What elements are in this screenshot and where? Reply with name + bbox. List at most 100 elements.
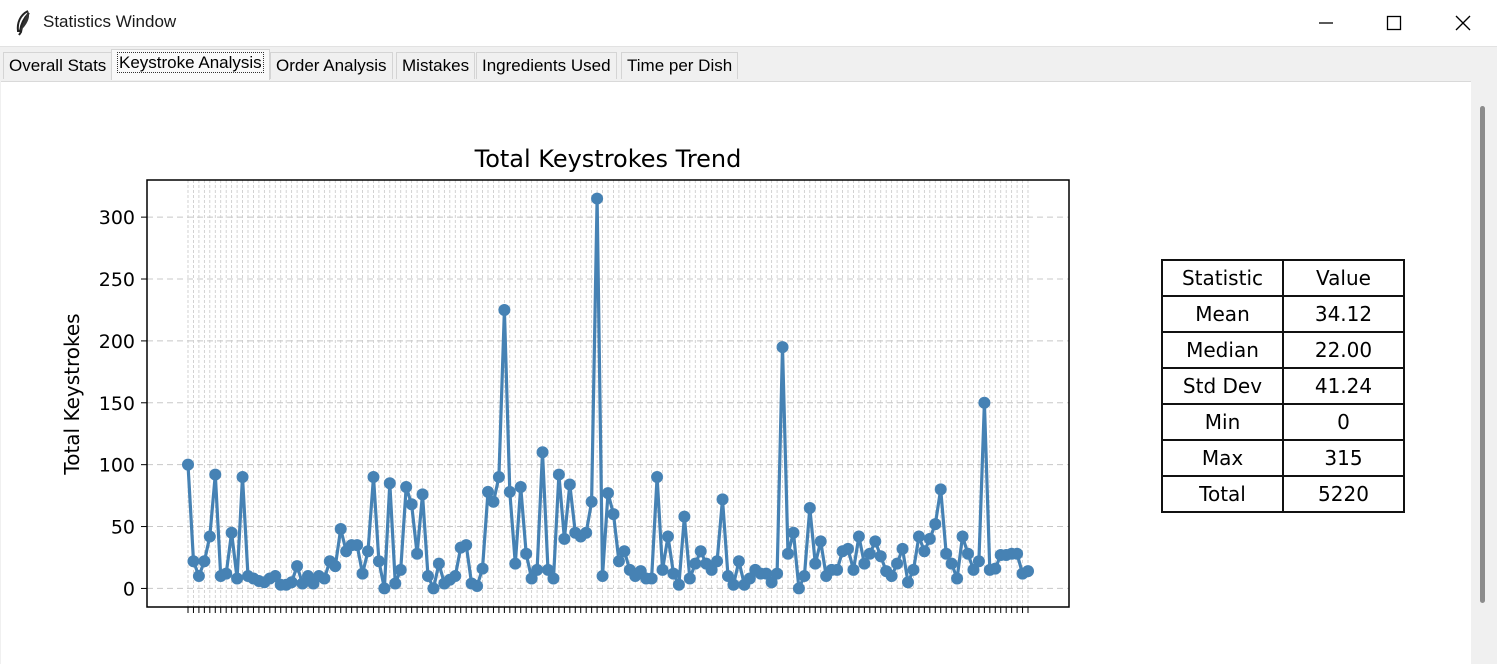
data-point [449,570,462,583]
data-point [765,576,778,589]
data-point [869,535,882,548]
data-point [929,518,942,531]
data-point [1022,565,1034,578]
data-point [962,547,974,560]
data-point [923,532,936,545]
tab-bar: Overall Stats Keystroke Analysis Order A… [0,47,1497,81]
scrollbar-thumb[interactable] [1480,106,1485,603]
data-point [498,303,511,316]
stat-value: 22.00 [1282,331,1405,369]
data-point [978,396,991,409]
data-point [203,530,216,543]
data-point [896,542,909,555]
data-point [192,570,205,583]
data-point [367,471,380,484]
data-point [662,530,674,543]
stat-value: 41.24 [1282,367,1405,405]
table-row: Max 315 [1161,439,1405,477]
data-point [585,495,598,508]
data-point [187,555,200,568]
data-point [329,560,342,573]
data-point [612,555,625,568]
data-point [225,526,238,539]
stat-name: Max [1161,439,1284,477]
tab-ingredients-used[interactable]: Ingredients Used [476,52,617,79]
tab-overall-stats[interactable]: Overall Stats [3,52,113,79]
data-point [918,545,931,558]
data-point [891,557,904,570]
data-point [198,555,211,568]
tab-mistakes[interactable]: Mistakes [396,52,476,79]
data-point [1011,547,1024,560]
data-point [863,547,876,560]
data-point [552,468,565,481]
data-point [607,508,620,521]
y-tick-label: 250 [99,269,135,291]
data-point [694,545,707,558]
data-point [400,480,413,493]
minimize-button[interactable] [1292,0,1360,46]
x-ticks [187,607,1029,613]
data-point [220,567,233,580]
data-point [209,468,222,481]
maximize-button[interactable] [1360,0,1428,46]
tab-order-analysis[interactable]: Order Analysis [270,52,393,79]
close-button[interactable] [1429,0,1497,46]
data-point [542,563,554,576]
data-point [580,526,593,539]
data-point [656,563,669,576]
data-point [809,557,822,570]
data-point [422,570,434,583]
data-point [558,532,571,545]
data-point [231,572,244,585]
y-axis-label: Total Keystrokes [60,313,84,475]
data-point [432,557,445,570]
data-point [722,570,734,583]
data-point [716,493,729,506]
stat-name: Median [1161,331,1284,369]
data-point [536,446,549,459]
data-point [471,579,484,592]
data-point [678,510,691,523]
table-row: Total 5220 [1161,475,1405,513]
data-point [727,578,740,591]
tab-time-per-dish[interactable]: Time per Dish [621,52,739,79]
data-point [378,582,391,595]
y-tick-label: 0 [123,578,135,600]
data-point [803,501,816,514]
data-point [934,483,947,496]
data-point [487,495,500,508]
stat-value: 34.12 [1282,295,1405,333]
stat-name: Std Dev [1161,367,1284,405]
data-point [602,487,614,500]
statistics-table: Statistic Value Mean 34.12 Median 22.00 … [1161,259,1405,513]
table-row: Std Dev 41.24 [1161,367,1405,405]
data-point [334,523,347,536]
data-point [831,563,844,576]
data-point [372,555,385,568]
data-point [416,488,429,501]
data-point [672,578,685,591]
data-point [618,545,631,558]
data-point [705,563,718,576]
data-point [847,563,860,576]
series-keystrokes [182,192,1034,595]
data-point [596,570,609,583]
data-point [394,563,407,576]
data-point [711,555,724,568]
data-point [760,567,773,580]
data-point [318,572,331,585]
data-point [427,582,440,595]
keystrokes-chart: 0 50 100 150 200 250 300 Total Keystrokes Tren… [60,145,1070,613]
window-title: Statistics Window [43,12,177,31]
data-point [945,557,958,570]
data-point [689,557,702,570]
data-point [514,480,527,493]
tab-keystroke-analysis[interactable]: Keystroke Analysis [111,49,270,80]
data-point [405,498,418,511]
data-point [356,567,369,580]
data-point [591,192,604,205]
data-point [389,577,402,590]
data-point [956,530,969,543]
data-point [912,530,925,543]
